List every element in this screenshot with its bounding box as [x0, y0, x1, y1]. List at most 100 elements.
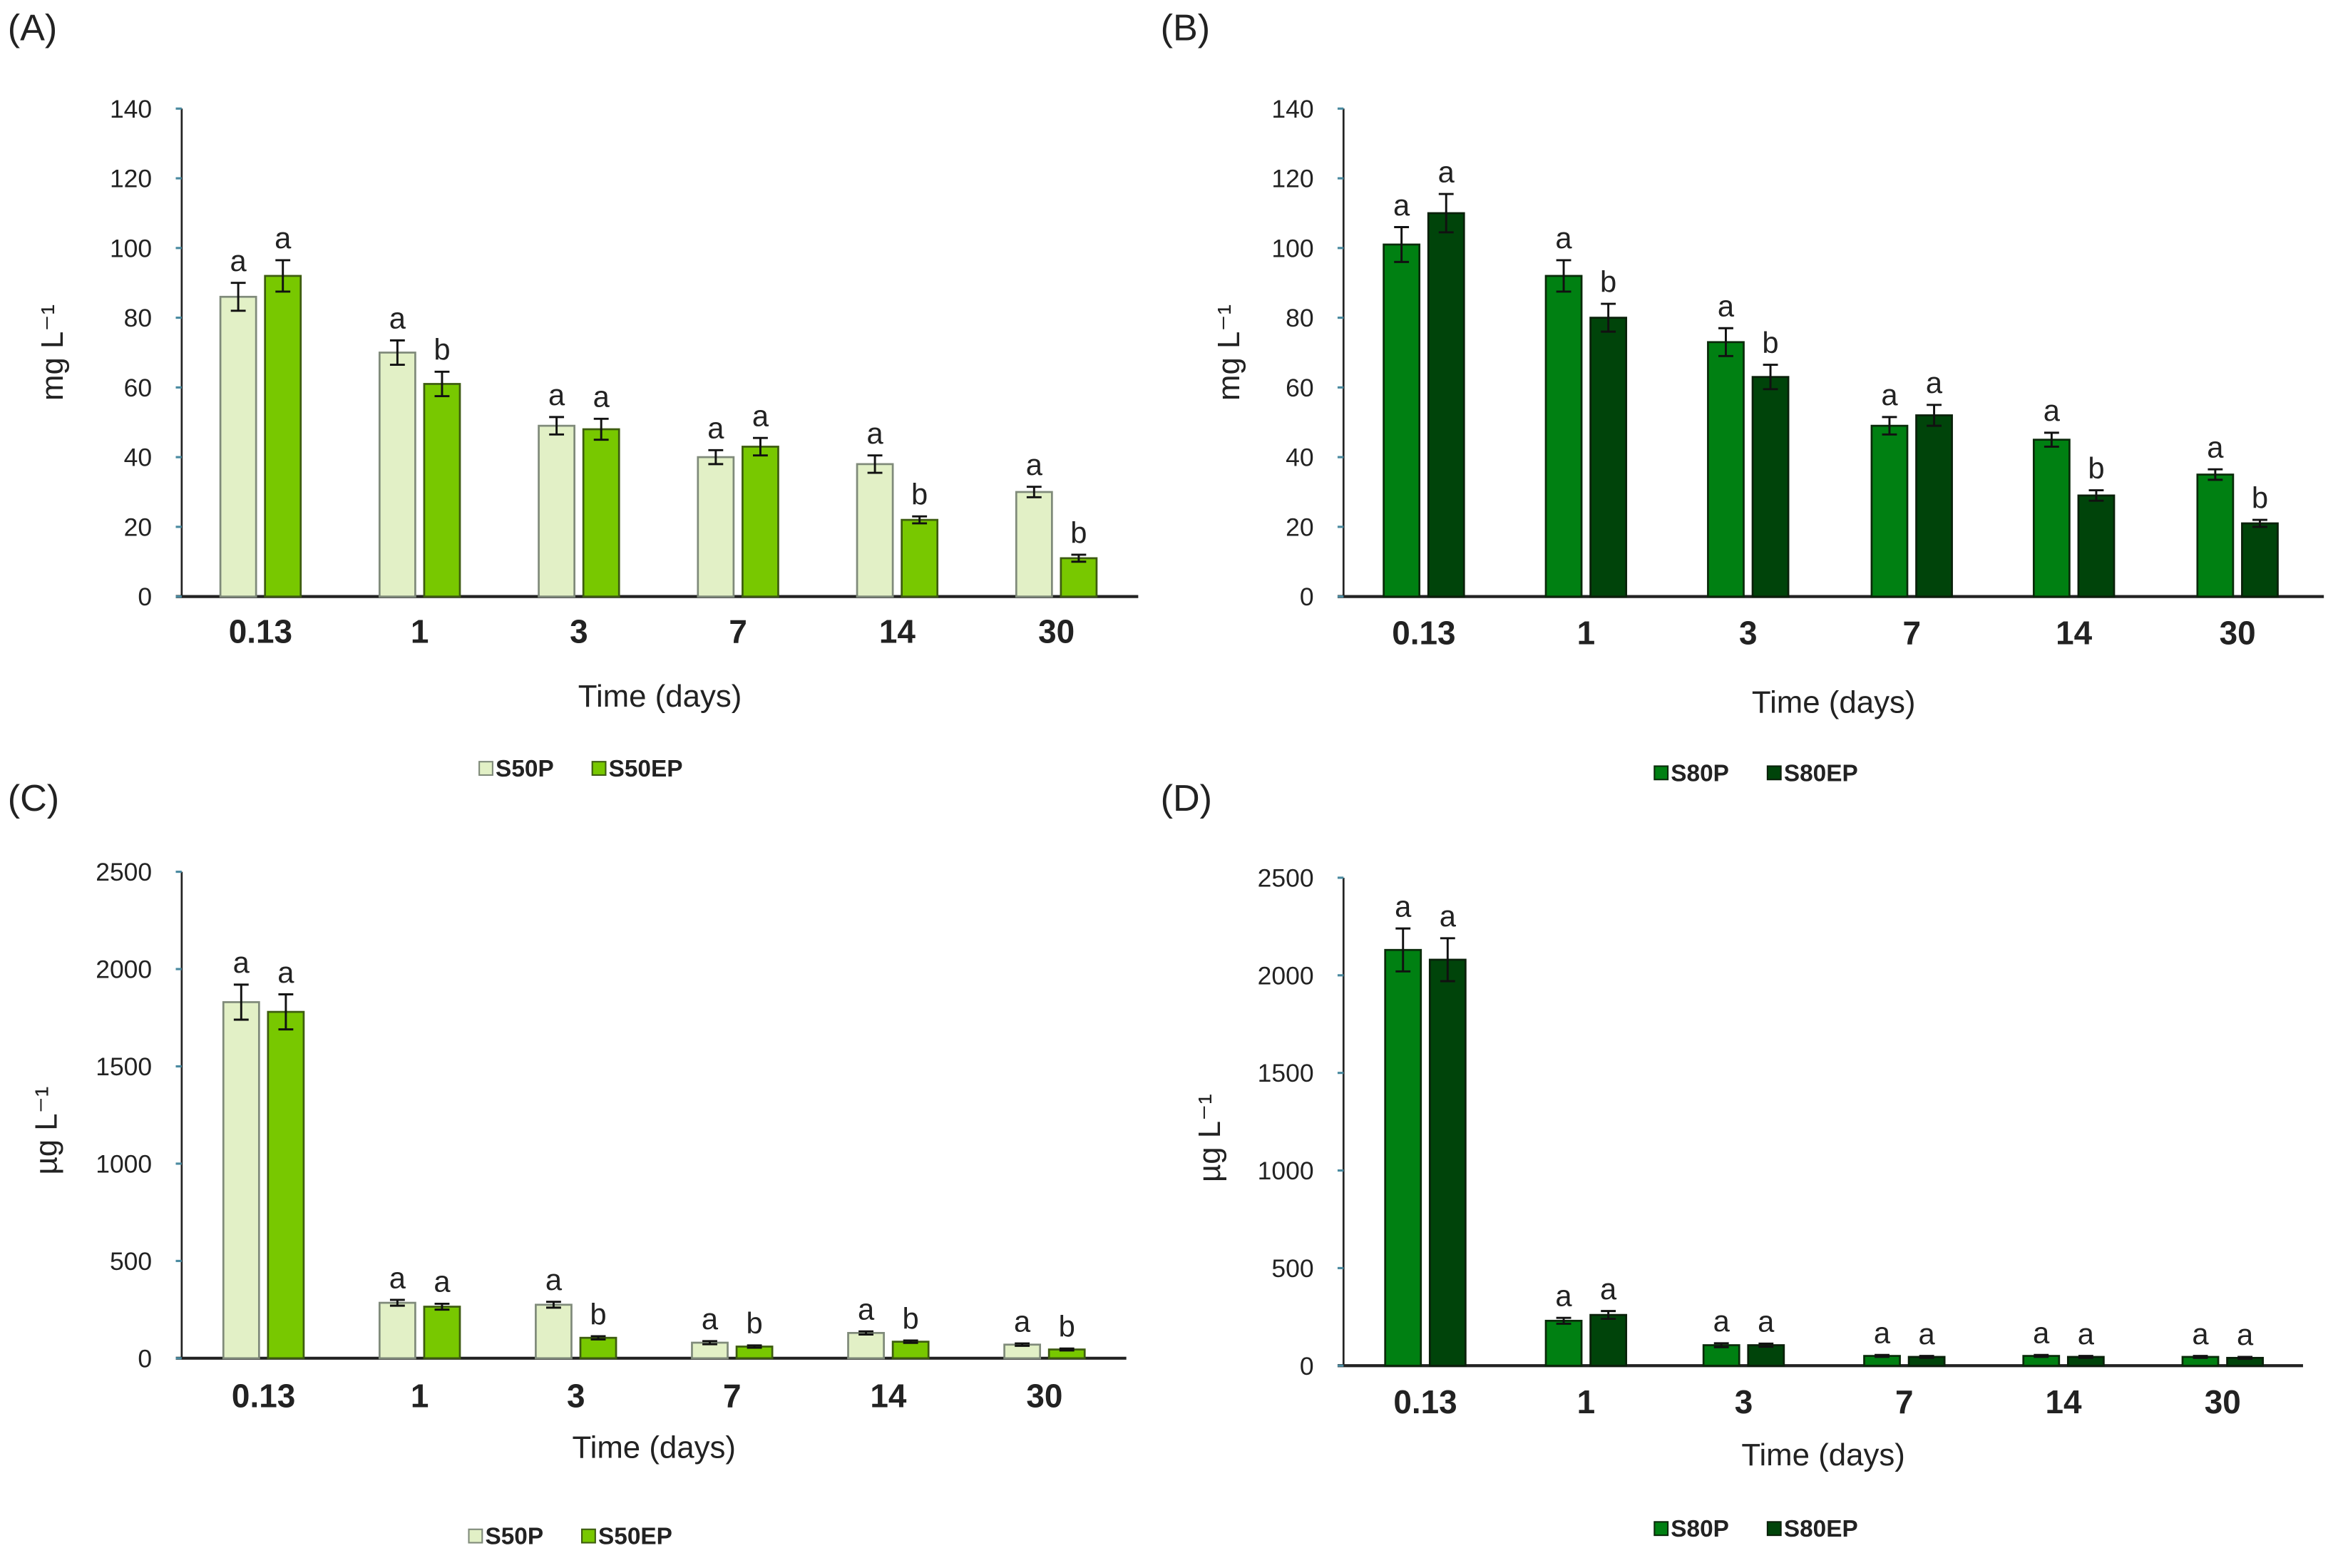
- error-bar: [1059, 1347, 1075, 1352]
- significance-letter: b: [1762, 326, 1778, 359]
- legend-swatch: [1653, 765, 1669, 781]
- error-bar: [1601, 302, 1616, 333]
- x-tick-label: 0.13: [1393, 1383, 1457, 1420]
- y-tick-label: 0: [138, 1344, 152, 1373]
- x-tick-label: 30: [1026, 1378, 1062, 1415]
- error-bar: [2193, 1355, 2208, 1359]
- bar-s50ep: [1060, 557, 1098, 598]
- error-bar: [233, 983, 249, 1021]
- significance-letter: a: [1026, 448, 1043, 481]
- x-tick-label: 14: [2056, 614, 2093, 651]
- bar-s50p: [219, 295, 257, 598]
- y-tick-label: 0: [1300, 1352, 1314, 1380]
- error-bar: [1763, 364, 1778, 391]
- bar-s80ep: [1589, 317, 1628, 598]
- error-bar: [1556, 1316, 1571, 1325]
- y-tick-label: 2000: [96, 955, 152, 984]
- error-bar: [2237, 1356, 2253, 1361]
- bar-s80ep: [1589, 1313, 1628, 1367]
- legend-label: S50P: [496, 756, 554, 782]
- x-tick-label: 3: [1735, 1383, 1753, 1420]
- bar-s50ep: [901, 518, 939, 598]
- significance-letter: b: [1600, 265, 1616, 298]
- y-tick-label: 2500: [1258, 864, 1314, 892]
- x-tick-label: 7: [1895, 1383, 1914, 1420]
- significance-letter: b: [1070, 516, 1087, 549]
- significance-letter: a: [389, 302, 406, 335]
- significance-letter: a: [2044, 394, 2061, 427]
- y-tick-label: 40: [1286, 444, 1313, 472]
- significance-letter: a: [2192, 1317, 2209, 1351]
- bar-s50p: [847, 1331, 885, 1360]
- significance-letter: a: [1393, 188, 1410, 222]
- x-tick-label: 0.13: [229, 613, 292, 650]
- legend-label: S80P: [1671, 760, 1729, 786]
- x-tick-label: 14: [870, 1378, 907, 1415]
- y-axis-label: mg L⁻¹: [1211, 304, 1246, 401]
- bar-s80ep: [1751, 376, 1790, 598]
- significance-letter: b: [911, 478, 928, 511]
- error-bar: [1601, 1310, 1616, 1321]
- legend-swatch: [591, 761, 607, 777]
- y-tick-label: 100: [110, 234, 152, 262]
- x-tick-label: 14: [2046, 1383, 2083, 1420]
- significance-letter: a: [434, 1265, 451, 1298]
- x-tick-label: 30: [1038, 613, 1075, 650]
- error-bar: [1556, 259, 1571, 293]
- y-tick-label: 1000: [1258, 1157, 1314, 1185]
- bar-s80p: [1702, 1344, 1740, 1367]
- legend-swatch: [1653, 1521, 1669, 1537]
- significance-letter: a: [2078, 1317, 2095, 1351]
- x-axis-label: Time (days): [578, 679, 742, 714]
- error-bar: [2208, 468, 2223, 481]
- y-tick-label: 1500: [96, 1052, 152, 1081]
- error-bar: [1927, 404, 1942, 427]
- error-bar: [708, 449, 724, 466]
- legend-label: S50P: [485, 1524, 543, 1550]
- legend-label: S80P: [1671, 1516, 1729, 1542]
- error-bar: [2078, 1355, 2093, 1359]
- x-tick-label: 1: [1577, 1383, 1596, 1420]
- significance-letter: a: [2207, 431, 2224, 464]
- bar-s50p: [378, 352, 416, 598]
- bar-s80p: [1384, 948, 1422, 1367]
- significance-letter: a: [593, 380, 610, 414]
- significance-letter: a: [389, 1261, 406, 1294]
- x-tick-label: 14: [879, 613, 916, 650]
- significance-letter: a: [1014, 1304, 1031, 1338]
- x-tick-label: 1: [411, 613, 429, 650]
- panel-a: (A) 0 20 40 60 80 100 120 140 mg L⁻¹ Time (days) 0.…: [8, 7, 1139, 782]
- bar-s50ep: [579, 1336, 617, 1360]
- error-bar: [275, 259, 291, 293]
- legend-swatch: [478, 761, 493, 777]
- legend-label: S80EP: [1784, 1516, 1858, 1542]
- bar-s80ep: [2077, 494, 2116, 598]
- significance-letter: a: [1600, 1272, 1617, 1306]
- panel-label: (B): [1161, 7, 1211, 48]
- y-tick-label: 100: [1271, 234, 1313, 262]
- error-bar: [1394, 226, 1410, 263]
- significance-letter: a: [1718, 289, 1735, 323]
- significance-letter: a: [277, 955, 294, 989]
- y-tick-label: 120: [1271, 165, 1313, 193]
- y-tick-label: 140: [1271, 95, 1313, 123]
- error-bar: [1440, 937, 1455, 983]
- legend-swatch: [1766, 765, 1782, 781]
- error-bar: [867, 454, 883, 474]
- significance-letter: a: [702, 1302, 719, 1336]
- bar-s80p: [1870, 424, 1909, 598]
- x-axis-label: Time (days): [1741, 1438, 1905, 1472]
- bar-s50ep: [267, 1010, 305, 1360]
- bar-s50p: [222, 1001, 260, 1360]
- y-axis-label: mg L⁻¹: [35, 304, 70, 401]
- x-tick-label: 7: [729, 613, 747, 650]
- legend-swatch: [581, 1528, 596, 1544]
- bar-s80ep: [1427, 212, 1465, 598]
- x-axis-label: Time (days): [572, 1430, 736, 1465]
- bar-s50ep: [423, 383, 461, 598]
- significance-letter: a: [233, 946, 250, 979]
- significance-letter: a: [1438, 155, 1455, 188]
- significance-letter: b: [434, 333, 450, 367]
- y-tick-label: 20: [1286, 513, 1313, 541]
